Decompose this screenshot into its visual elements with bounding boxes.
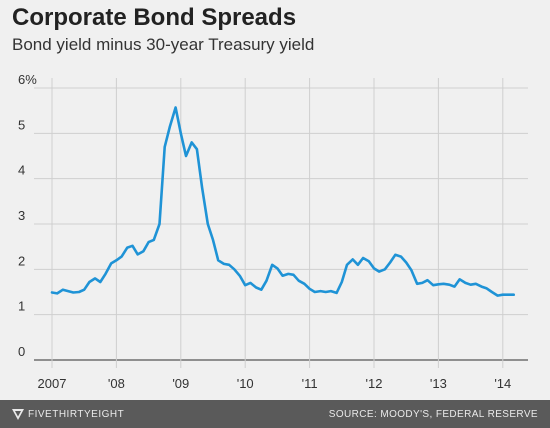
fivethirtyeight-logo-icon bbox=[12, 409, 24, 420]
x-axis-tick-labels: 2007 '08 '09 '10 '11 '12 '13 '14 bbox=[38, 376, 512, 391]
footer-bar: FIVETHIRTYEIGHT SOURCE: MOODY'S, FEDERAL… bbox=[0, 400, 550, 428]
y-axis-tick-labels: 0 1 2 3 4 5 6% bbox=[18, 72, 37, 359]
x-tick-label: '13 bbox=[430, 376, 447, 391]
y-tick-label: 5 bbox=[18, 117, 25, 132]
x-tick-label: '11 bbox=[302, 376, 318, 391]
chart-subtitle: Bond yield minus 30-year Treasury yield bbox=[12, 35, 315, 54]
source-note: SOURCE: MOODY'S, FEDERAL RESERVE bbox=[328, 409, 538, 420]
y-tick-label: 4 bbox=[18, 163, 25, 178]
gridlines bbox=[34, 78, 528, 368]
line-chart: 0 1 2 3 4 5 6% 2007 '08 '09 '10 '11 '12 '13 '14 bbox=[18, 72, 528, 391]
x-tick-label: '10 bbox=[237, 376, 254, 391]
x-tick-label: '14 bbox=[494, 376, 511, 391]
y-tick-label: 1 bbox=[18, 299, 25, 314]
y-tick-label: 3 bbox=[18, 208, 25, 223]
y-tick-label: 2 bbox=[18, 253, 25, 268]
y-tick-label: 0 bbox=[18, 344, 25, 359]
x-tick-label: '08 bbox=[108, 376, 125, 391]
spread-series-line bbox=[50, 106, 515, 297]
brand-label: FIVETHIRTYEIGHT bbox=[28, 409, 125, 420]
x-tick-label: '12 bbox=[366, 376, 383, 391]
x-tick-label: '09 bbox=[172, 376, 189, 391]
x-tick-label: 2007 bbox=[38, 376, 67, 391]
brand: FIVETHIRTYEIGHT bbox=[12, 409, 124, 420]
chart-title: Corporate Bond Spreads bbox=[12, 4, 297, 31]
y-tick-label: 6% bbox=[18, 72, 37, 87]
